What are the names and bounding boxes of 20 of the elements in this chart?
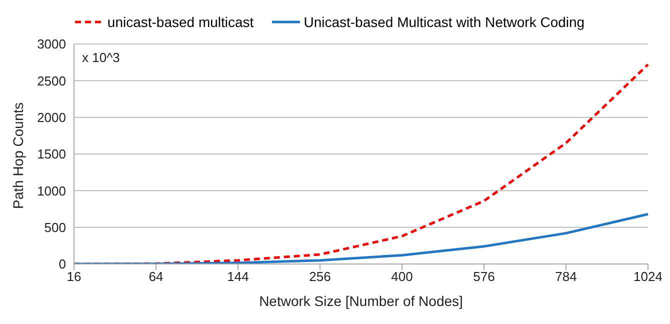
x-tick-label: 784: [555, 269, 577, 284]
y-tick-label: 1500: [37, 146, 66, 162]
legend-label: Unicast-based Multicast with Network Coding: [304, 14, 585, 30]
x-tick-label: 1024: [634, 269, 662, 284]
y-tick-label: 2500: [37, 73, 66, 88]
y-tick-label: 0: [58, 256, 66, 272]
x-axis-title: Network Size [Number of Nodes]: [259, 293, 463, 309]
x-tick-label: 64: [148, 269, 164, 284]
x-tick-label: 400: [391, 269, 413, 284]
annotation: x 10^3: [82, 50, 120, 65]
x-tick-label: 144: [227, 269, 249, 284]
x-tick-label: 576: [473, 269, 495, 284]
y-tick-label: 3000: [37, 36, 66, 52]
legend-label: unicast-based multicast: [107, 14, 254, 30]
y-axis-title: Path Hop Counts: [10, 102, 26, 209]
y-tick-label: 500: [44, 220, 66, 235]
x-tick-label: 16: [66, 269, 82, 284]
y-tick-label: 1000: [37, 183, 66, 198]
y-tick-label: 2000: [37, 110, 66, 125]
x-tick-label: 256: [309, 269, 331, 284]
